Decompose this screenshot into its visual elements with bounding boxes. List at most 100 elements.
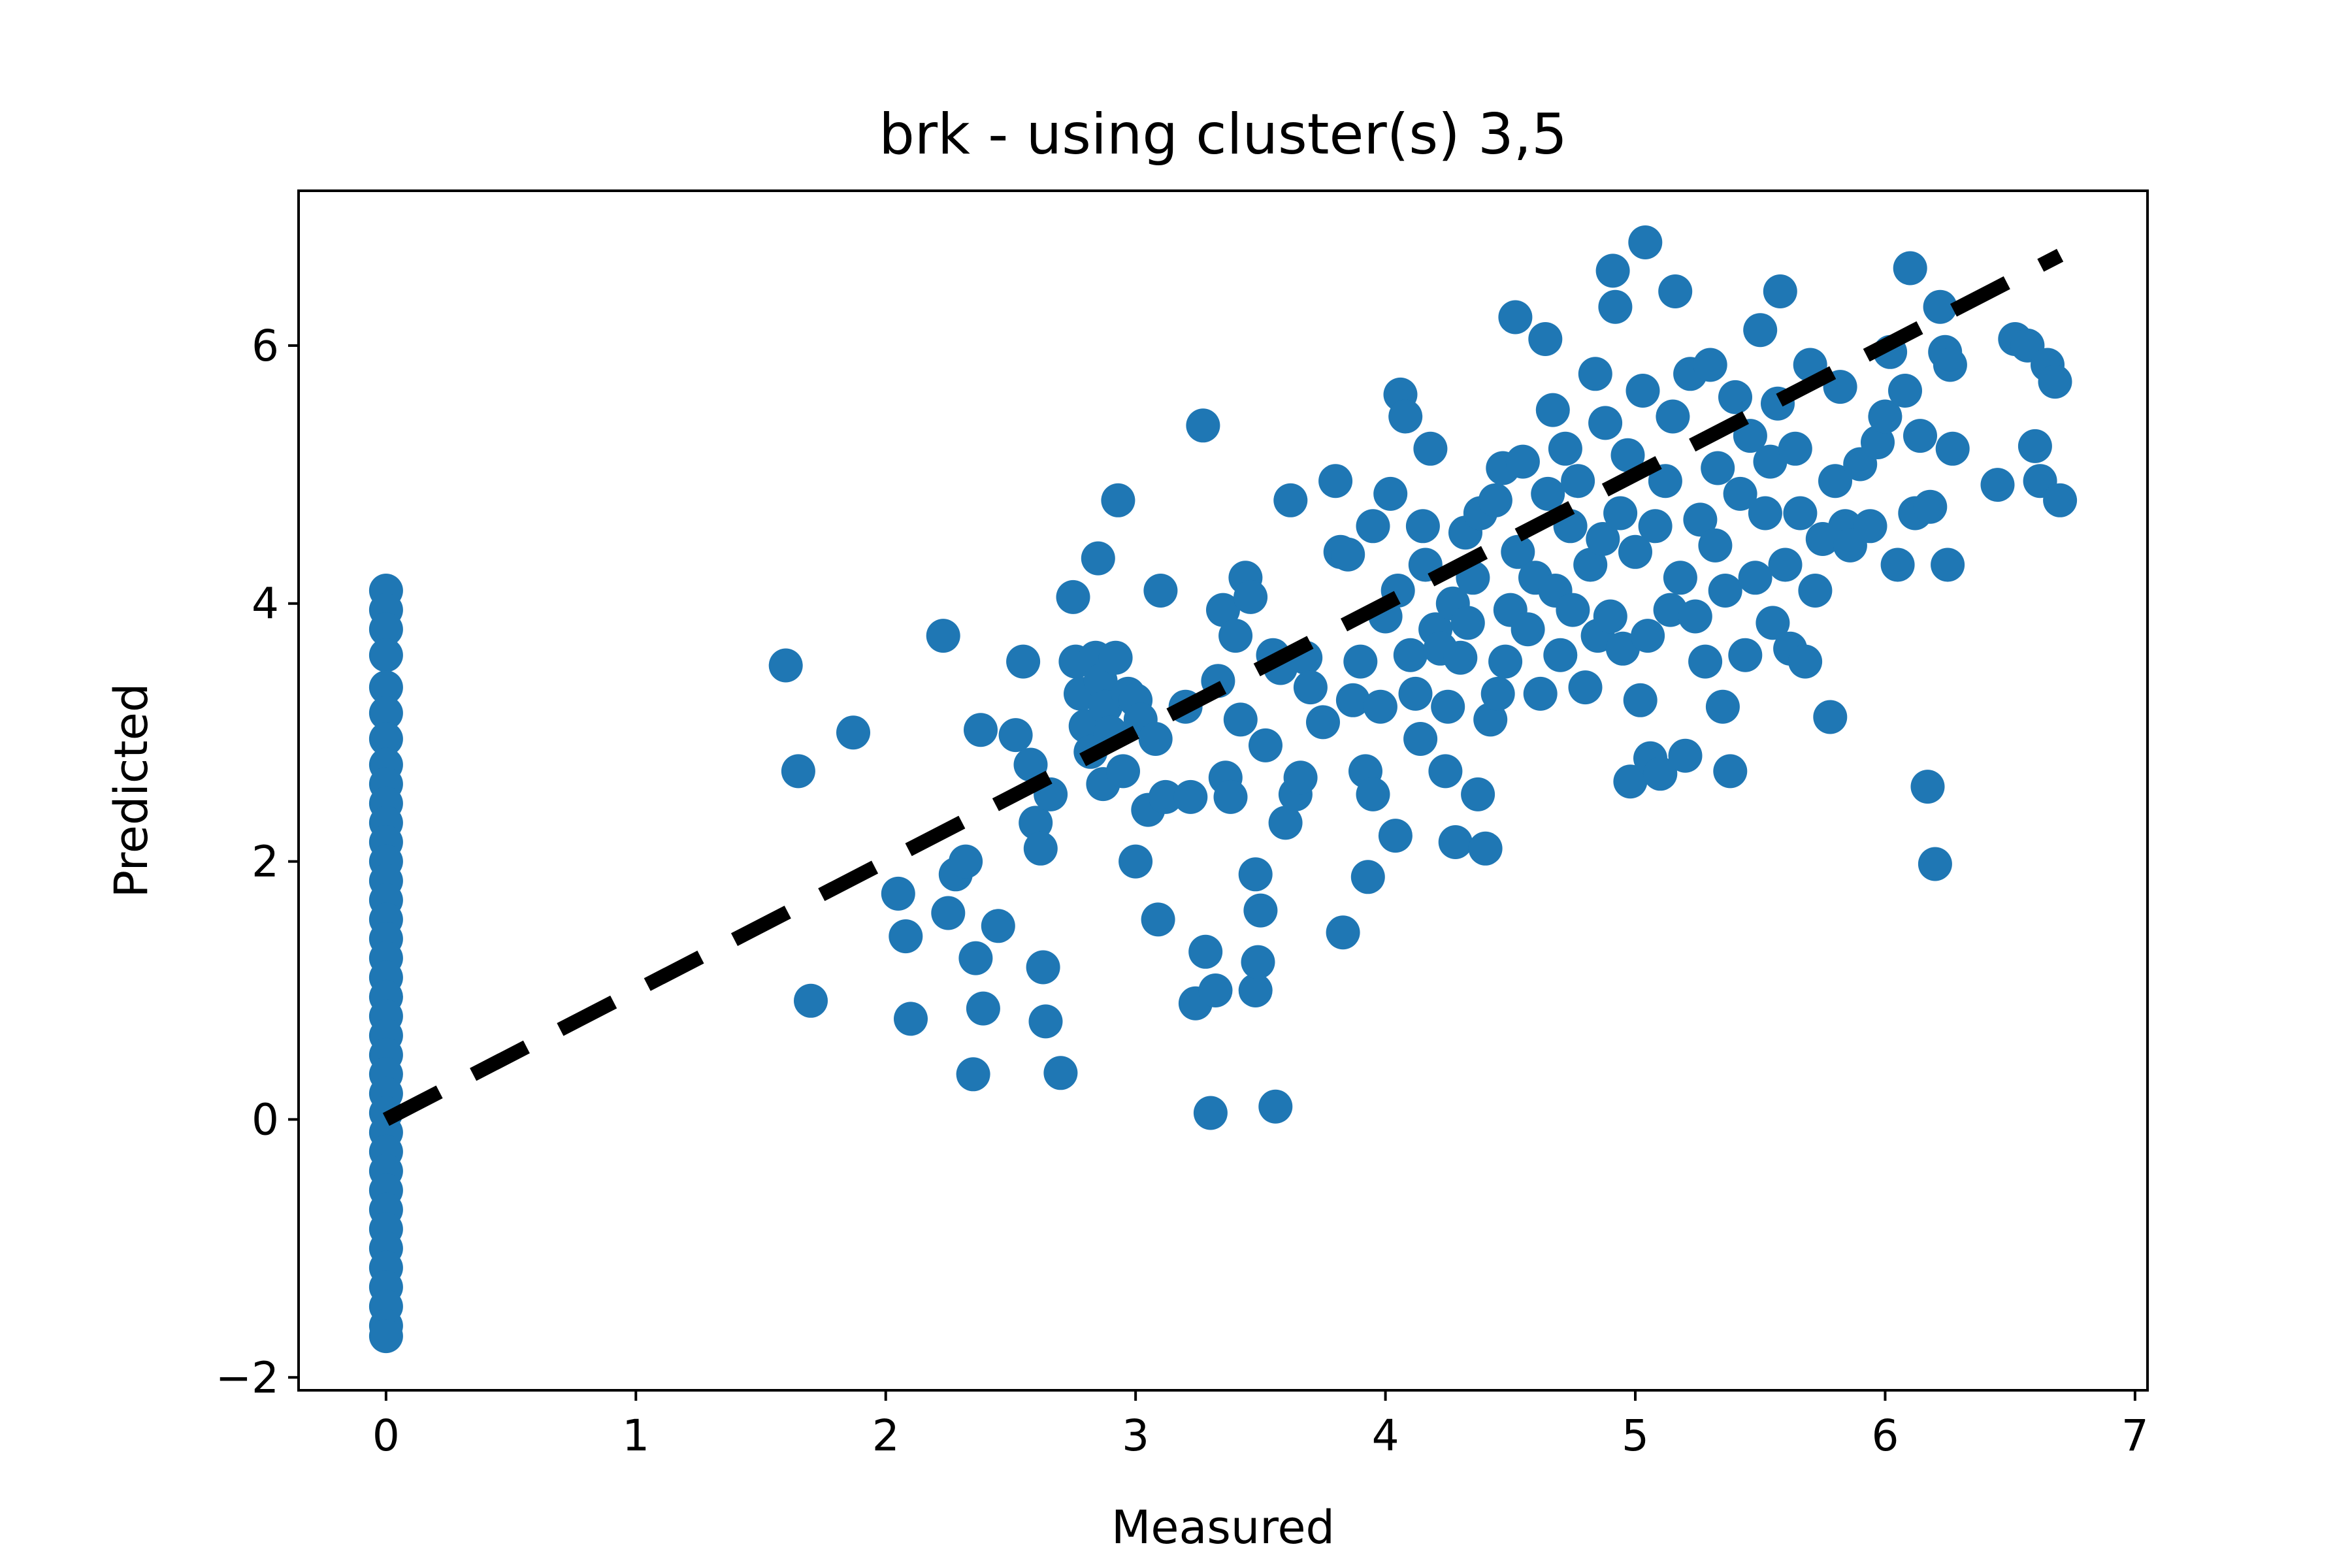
scatter-point — [1243, 893, 1278, 928]
scatter-point — [1119, 844, 1153, 879]
scatter-point — [1098, 640, 1133, 675]
scatter-point — [1593, 599, 1627, 634]
scatter-point — [1473, 702, 1508, 737]
scatter-point — [1331, 537, 1365, 572]
scatter-point — [1853, 509, 1887, 544]
x-tick-label: 2 — [872, 1411, 900, 1461]
scatter-point — [1350, 860, 1385, 894]
scatter-point — [1198, 973, 1233, 1007]
scatter-point — [1535, 393, 1570, 427]
scatter-point — [836, 715, 870, 750]
scatter-point — [1613, 764, 1648, 799]
y-tick-label: −2 — [216, 1352, 279, 1403]
y-tick-label: 4 — [252, 579, 279, 629]
scatter-point — [1186, 408, 1220, 443]
scatter-point — [1393, 638, 1428, 672]
scatter-point — [1258, 1089, 1293, 1124]
scatter-point — [781, 754, 815, 789]
scatter-point — [1605, 631, 1640, 666]
scatter-point — [1548, 431, 1582, 466]
scatter-point — [1143, 574, 1178, 608]
scatter-point — [998, 718, 1033, 753]
scatter-point — [1238, 857, 1273, 892]
scatter-point — [1403, 722, 1438, 756]
scatter-point — [1625, 374, 1660, 408]
scatter-point — [1595, 253, 1630, 288]
scatter-point — [1668, 738, 1703, 773]
scatter-point — [1443, 640, 1478, 675]
scatter-point — [1431, 689, 1465, 724]
scatter-point — [1798, 574, 1833, 608]
scatter-point — [1588, 406, 1623, 440]
scatter-point — [1238, 973, 1273, 1007]
scatter-point — [1233, 580, 1268, 614]
scatter-point — [1306, 705, 1340, 740]
scatter-point — [1935, 431, 1970, 466]
scatter-point — [1918, 847, 1952, 881]
scatter-point — [1818, 464, 1852, 498]
scatter-point — [1523, 676, 1558, 711]
scatter-point — [1223, 702, 1258, 737]
scatter-point — [1638, 509, 1673, 544]
x-tick-label: 1 — [622, 1411, 649, 1461]
scatter-point — [1378, 819, 1413, 853]
scatter-point — [1478, 483, 1512, 517]
scatter-point — [1019, 806, 1053, 840]
scatter-point — [1701, 451, 1735, 485]
scatter-point — [1658, 274, 1693, 308]
scatter-point — [1438, 825, 1473, 859]
scatter-point — [1910, 770, 1945, 804]
y-tick-label: 2 — [252, 837, 279, 887]
scatter-point — [1880, 547, 1915, 582]
scatter-point — [889, 919, 923, 954]
scatter-point — [1705, 689, 1740, 724]
scatter-point — [1193, 1096, 1228, 1130]
scatter-point — [1561, 464, 1595, 498]
scatter-point — [1488, 644, 1523, 679]
scatter-point — [368, 638, 403, 672]
scatter-point — [1648, 464, 1682, 498]
scatter-point — [1023, 831, 1058, 866]
scatter-point — [1556, 593, 1590, 627]
scatter-point — [1511, 612, 1545, 647]
scatter-point — [964, 713, 998, 747]
scatter-point — [894, 1002, 928, 1036]
scatter-point — [1923, 289, 1957, 324]
scatter-point — [1373, 476, 1408, 511]
chart-title: brk - using cluster(s) 3,5 — [879, 102, 1567, 167]
scatter-point — [1903, 419, 1937, 453]
x-axis-label: Measured — [1111, 1501, 1335, 1554]
scatter-point — [1723, 476, 1757, 511]
scatter-point — [1398, 676, 1433, 711]
scatter-point — [1861, 425, 1895, 459]
reference-line-group — [382, 248, 2064, 1126]
scatter-point — [956, 1057, 990, 1092]
scatter-point — [1728, 638, 1763, 672]
x-tick-label: 3 — [1122, 1411, 1149, 1461]
scatter-point — [981, 909, 1015, 943]
scatter-point — [1206, 593, 1240, 627]
scatter-point — [368, 696, 403, 730]
scatter-point — [1081, 541, 1115, 576]
scatter-point — [768, 648, 803, 683]
scatter-point — [958, 941, 993, 975]
x-tick-label: 5 — [1622, 1411, 1649, 1461]
scatter-point — [1013, 747, 1048, 782]
scatter-point — [1218, 619, 1253, 653]
scatter-point — [368, 670, 403, 705]
scatter-point — [1188, 934, 1223, 969]
scatter-point — [1893, 251, 1927, 286]
scatter-point — [1388, 399, 1423, 434]
scatter-point — [1028, 1004, 1063, 1039]
scatter-point — [1505, 444, 1540, 479]
scatter-point — [1753, 444, 1788, 479]
scatter-point — [1501, 534, 1535, 569]
scatter-point — [1026, 950, 1060, 985]
y-tick-label: 6 — [252, 321, 279, 371]
scatter-point — [1783, 496, 1818, 531]
scatter-point — [949, 844, 983, 879]
scatter-point — [931, 896, 966, 930]
scatter-point — [368, 722, 403, 756]
scatter-point — [1768, 547, 1803, 582]
